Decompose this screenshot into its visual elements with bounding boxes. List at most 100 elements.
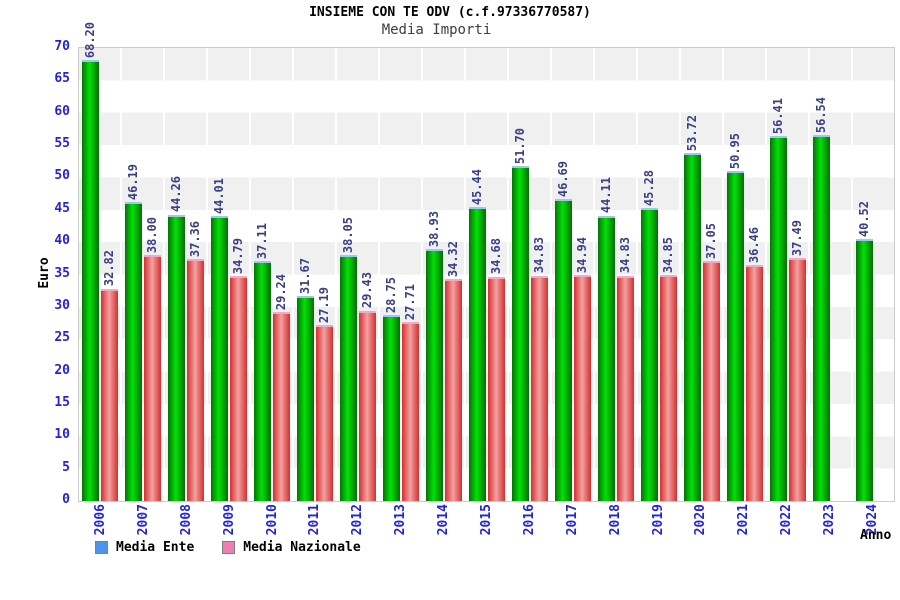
bar-value-label: 37.05 [704, 223, 718, 260]
x-tick-label-2008: 2008 [178, 504, 194, 536]
bar-value-label: 37.11 [255, 222, 269, 259]
bar-media-ente-2009: 44.01 [210, 178, 228, 501]
bar-value-label: 34.79 [231, 237, 245, 274]
x-tick-cell: 2019 [637, 504, 680, 535]
x-tick-label-2013: 2013 [393, 504, 409, 536]
bar-media-nazionale-2015: 34.68 [487, 238, 505, 501]
x-tick-label-2015: 2015 [478, 504, 494, 536]
x-tick-label-2018: 2018 [607, 504, 623, 536]
year-group-2010: 37.11 29.24 [249, 48, 292, 501]
x-tick-label-2020: 2020 [693, 504, 709, 536]
bar-value-label: 56.41 [771, 97, 785, 134]
x-tick-cell: 2010 [251, 504, 294, 535]
bar-media-nazionale-2012: 29.43 [358, 272, 376, 501]
x-axis-labels: 2006 2007 2008 2009 2010 2011 2012 2013 2014 2015… [79, 504, 894, 535]
bar-groups: 68.20 32.82 46.19 38.00 44.26 37.36 44.01 34.79… [79, 22, 894, 501]
bar-value-label: 38.00 [145, 216, 159, 254]
bar-value-label: 46.19 [126, 163, 140, 201]
legend-item-media-nazionale: Media Nazionale [222, 540, 361, 555]
bar-value-label: 34.68 [489, 238, 503, 275]
bar-media-nazionale-2018: 34.83 [616, 237, 634, 501]
y-tick-label-5: 5 [62, 459, 70, 475]
bar-media-ente-2021: 50.95 [726, 133, 744, 501]
y-tick-label-45: 45 [54, 200, 70, 216]
bar-value-label: 34.83 [618, 237, 632, 274]
bar-value-label: 32.82 [102, 250, 116, 287]
empty-bar-slot [832, 500, 849, 501]
x-tick-label-2012: 2012 [350, 504, 366, 536]
year-group-2014: 38.93 34.32 [421, 48, 464, 501]
bar-media-nazionale-2014: 34.32 [444, 241, 462, 501]
y-tick-label-35: 35 [54, 265, 70, 281]
bar-media-ente-2013: 28.75 [382, 277, 400, 501]
x-axis-title: Anno [860, 528, 892, 543]
bar-media-nazionale-2021: 36.46 [745, 227, 763, 501]
x-tick-label-2006: 2006 [92, 504, 108, 536]
bar-value-label: 27.19 [317, 286, 331, 324]
x-tick-cell: 2008 [165, 504, 208, 535]
bar-value-label: 44.26 [169, 176, 183, 213]
x-tick-label-2016: 2016 [521, 504, 537, 536]
x-tick-cell: 2011 [293, 504, 336, 535]
bar-media-nazionale-2007: 38.00 [143, 217, 161, 501]
bar-media-ente-2022: 56.41 [769, 98, 787, 501]
x-tick-cell: 2007 [122, 504, 165, 535]
year-group-2012: 38.05 29.43 [335, 48, 378, 501]
y-tick-label-20: 20 [54, 362, 70, 378]
x-tick-cell: 2020 [679, 504, 722, 535]
bar-value-label: 38.93 [427, 210, 441, 248]
x-tick-label-2010: 2010 [264, 504, 280, 536]
bar-value-label: 68.20 [83, 21, 97, 58]
year-group-2016: 51.70 34.83 [507, 48, 550, 501]
bar-media-ente-2019: 45.28 [640, 170, 658, 501]
bar-media-ente-2007: 46.19 [124, 164, 142, 501]
bar-media-ente-2006: 68.20 [81, 22, 99, 501]
bar-value-label: 40.52 [857, 200, 871, 237]
bar-value-label: 45.44 [470, 168, 484, 205]
bar-value-label: 29.24 [274, 273, 288, 310]
bar-media-nazionale-2009: 34.79 [229, 238, 247, 501]
y-tick-label-10: 10 [54, 427, 70, 443]
year-group-2020: 53.72 37.05 [679, 48, 722, 501]
bar-media-nazionale-2017: 34.94 [573, 237, 591, 501]
y-tick-label-65: 65 [54, 71, 70, 87]
x-tick-cell: 2017 [551, 504, 594, 535]
x-tick-label-2011: 2011 [307, 504, 323, 536]
bar-value-label: 44.11 [599, 177, 613, 214]
year-group-2019: 45.28 34.85 [636, 48, 679, 501]
bar-value-label: 37.36 [188, 221, 202, 258]
year-group-2009: 44.01 34.79 [206, 48, 249, 501]
y-axis-ticks: 0 5 10 15 20 25 30 35 40 45 50 55 60 65 70 [0, 39, 70, 507]
bar-media-ente-2015: 45.44 [468, 169, 486, 501]
bar-media-nazionale-2008: 37.36 [186, 221, 204, 501]
bar-media-nazionale-2010: 29.24 [272, 274, 290, 501]
bar-media-nazionale-2019: 34.85 [659, 237, 677, 501]
x-tick-label-2017: 2017 [564, 504, 580, 536]
bar-media-ente-2020: 53.72 [683, 115, 701, 501]
y-tick-label-70: 70 [54, 39, 70, 54]
empty-bar-slot [875, 500, 892, 501]
bar-media-ente-2011: 31.67 [296, 258, 314, 501]
y-tick-label-0: 0 [62, 492, 70, 507]
bar-value-label: 53.72 [685, 115, 699, 152]
x-tick-label-2007: 2007 [135, 504, 151, 536]
bar-media-ente-2018: 44.11 [597, 177, 615, 501]
bar-media-ente-2010: 37.11 [253, 223, 271, 501]
x-tick-label-2022: 2022 [779, 504, 795, 536]
bar-media-nazionale-2013: 27.71 [401, 284, 419, 501]
pink-square-icon [222, 541, 236, 554]
plot-area: 68.20 32.82 46.19 38.00 44.26 37.36 44.01 34.79… [78, 22, 895, 502]
x-tick-cell: 2015 [465, 504, 508, 535]
year-group-2018: 44.11 34.83 [593, 48, 636, 501]
bar-value-label: 51.70 [513, 128, 527, 165]
chart-subtitle: Media Importi [381, 22, 492, 38]
bar-value-label: 36.46 [747, 226, 761, 264]
y-tick-label-40: 40 [54, 233, 70, 249]
bar-media-ente-2024: 40.52 [855, 201, 873, 501]
year-group-2022: 56.41 37.49 [765, 48, 808, 501]
bar-value-label: 28.75 [384, 276, 398, 313]
x-tick-cell: 2018 [594, 504, 637, 535]
bar-value-label: 34.85 [661, 237, 675, 274]
y-tick-label-55: 55 [54, 136, 70, 152]
